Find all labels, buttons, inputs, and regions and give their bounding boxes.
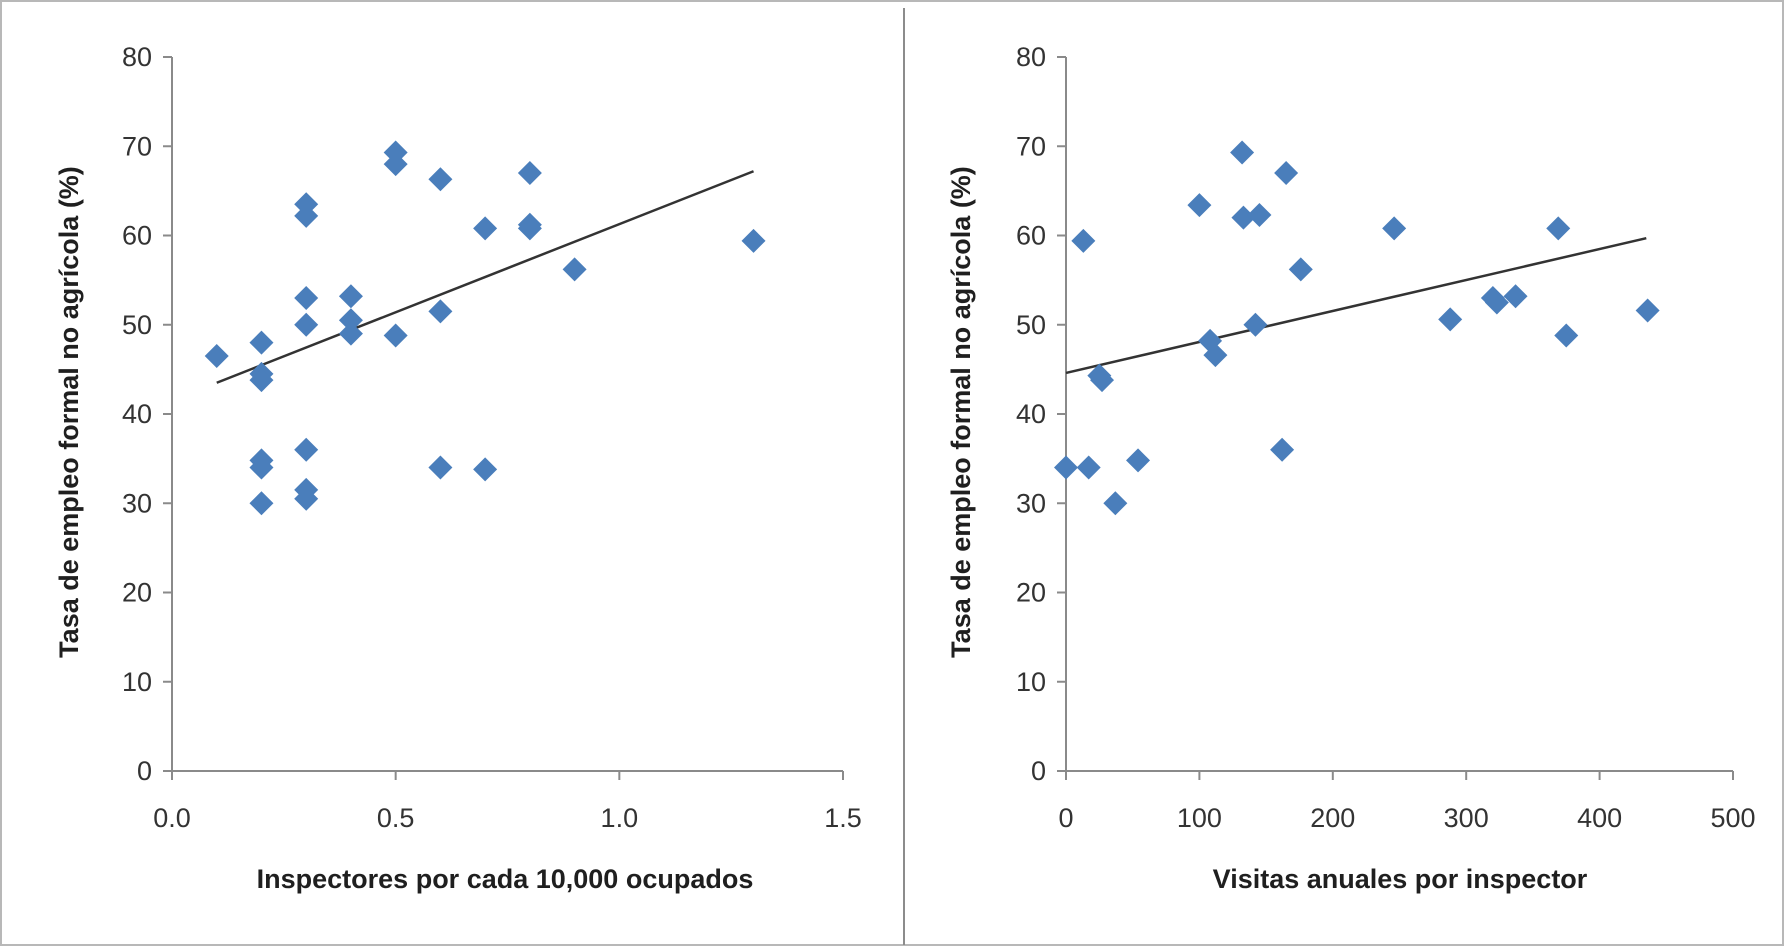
left-data-point — [338, 308, 363, 333]
right-data-point — [1270, 437, 1295, 462]
left-trendline — [216, 170, 754, 384]
left-data-point — [473, 457, 498, 482]
left-y-tick-label: 30 — [122, 488, 152, 518]
left-scatter-panel: Tasa de empleo formal no agrícola (%) In… — [54, 42, 862, 894]
left-y-tick-label: 0 — [137, 756, 152, 786]
left-data-point — [294, 486, 319, 511]
right-x-tick-label: 200 — [1310, 803, 1355, 833]
right-data-point — [1103, 491, 1128, 516]
left-x-axis-title: Inspectores por cada 10,000 ocupados — [257, 864, 754, 894]
right-data-point — [1090, 368, 1115, 393]
left-data-point — [294, 312, 319, 337]
left-data-point — [517, 161, 542, 186]
left-data-point — [473, 216, 498, 241]
right-y-tick-label: 0 — [1031, 756, 1046, 786]
left-y-tick-label: 50 — [122, 310, 152, 340]
left-data-point — [204, 343, 229, 368]
left-data-point — [428, 299, 453, 324]
right-data-point — [1546, 216, 1571, 241]
right-data-point — [1243, 312, 1268, 337]
right-data-point — [1438, 307, 1463, 332]
right-trendline — [1065, 236, 1647, 375]
left-data-point — [562, 257, 587, 282]
right-data-point — [1076, 455, 1101, 480]
right-data-point — [1247, 202, 1272, 227]
left-y-tick-label: 40 — [122, 399, 152, 429]
right-y-tick-label: 50 — [1016, 310, 1046, 340]
right-data-point — [1126, 448, 1151, 473]
right-x-axis-title: Visitas anuales por inspector — [1213, 864, 1588, 894]
left-y-tick-label: 20 — [122, 578, 152, 608]
left-y-tick-label: 60 — [122, 221, 152, 251]
left-data-point — [383, 323, 408, 348]
right-x-tick-label: 400 — [1577, 803, 1622, 833]
right-data-point — [1484, 290, 1509, 315]
right-data-point — [1203, 343, 1228, 368]
right-data-point — [1635, 298, 1660, 323]
right-y-tick-label: 80 — [1016, 42, 1046, 72]
right-data-point — [1274, 161, 1299, 186]
right-y-axis-title: Tasa de empleo formal no agrícola (%) — [946, 166, 976, 658]
right-data-point — [1230, 140, 1255, 165]
right-data-point — [1288, 257, 1313, 282]
right-data-point — [1071, 228, 1096, 253]
right-data-point — [1231, 205, 1256, 230]
left-y-tick-label: 10 — [122, 667, 152, 697]
right-data-point — [1054, 455, 1078, 480]
left-data-point — [294, 203, 319, 228]
left-y-axis-title: Tasa de empleo formal no agrícola (%) — [54, 166, 84, 658]
left-data-point — [338, 284, 363, 309]
left-x-tick-label: 0.0 — [153, 803, 191, 833]
left-data-point — [741, 228, 766, 253]
left-data-point — [249, 368, 274, 393]
left-data-point — [249, 491, 274, 516]
left-x-tick-label: 1.5 — [824, 803, 862, 833]
left-data-point — [338, 321, 363, 346]
left-x-tick-label: 0.5 — [377, 803, 415, 833]
left-y-tick-label: 80 — [122, 42, 152, 72]
right-x-tick-label: 500 — [1710, 803, 1755, 833]
right-data-point — [1382, 216, 1407, 241]
right-x-tick-label: 300 — [1444, 803, 1489, 833]
right-data-point — [1187, 193, 1212, 218]
right-scatter-panel: Tasa de empleo formal no agrícola (%) Vi… — [946, 42, 1756, 894]
right-x-tick-label: 100 — [1177, 803, 1222, 833]
left-x-tick-label: 1.0 — [601, 803, 639, 833]
left-data-point — [249, 330, 274, 355]
right-y-tick-label: 60 — [1016, 221, 1046, 251]
left-data-point — [517, 216, 542, 241]
left-data-point — [428, 167, 453, 192]
right-y-tick-label: 40 — [1016, 399, 1046, 429]
right-x-tick-label: 0 — [1058, 803, 1073, 833]
left-data-point — [428, 455, 453, 480]
right-y-tick-label: 30 — [1016, 488, 1046, 518]
right-y-tick-label: 10 — [1016, 667, 1046, 697]
left-y-tick-label: 70 — [122, 131, 152, 161]
right-data-point — [1554, 323, 1579, 348]
right-data-point — [1503, 284, 1528, 309]
right-y-tick-label: 20 — [1016, 578, 1046, 608]
left-data-point — [249, 455, 274, 480]
left-data-point — [294, 437, 319, 462]
left-data-point — [294, 285, 319, 310]
right-y-tick-label: 70 — [1016, 131, 1046, 161]
left-data-point — [383, 152, 408, 177]
